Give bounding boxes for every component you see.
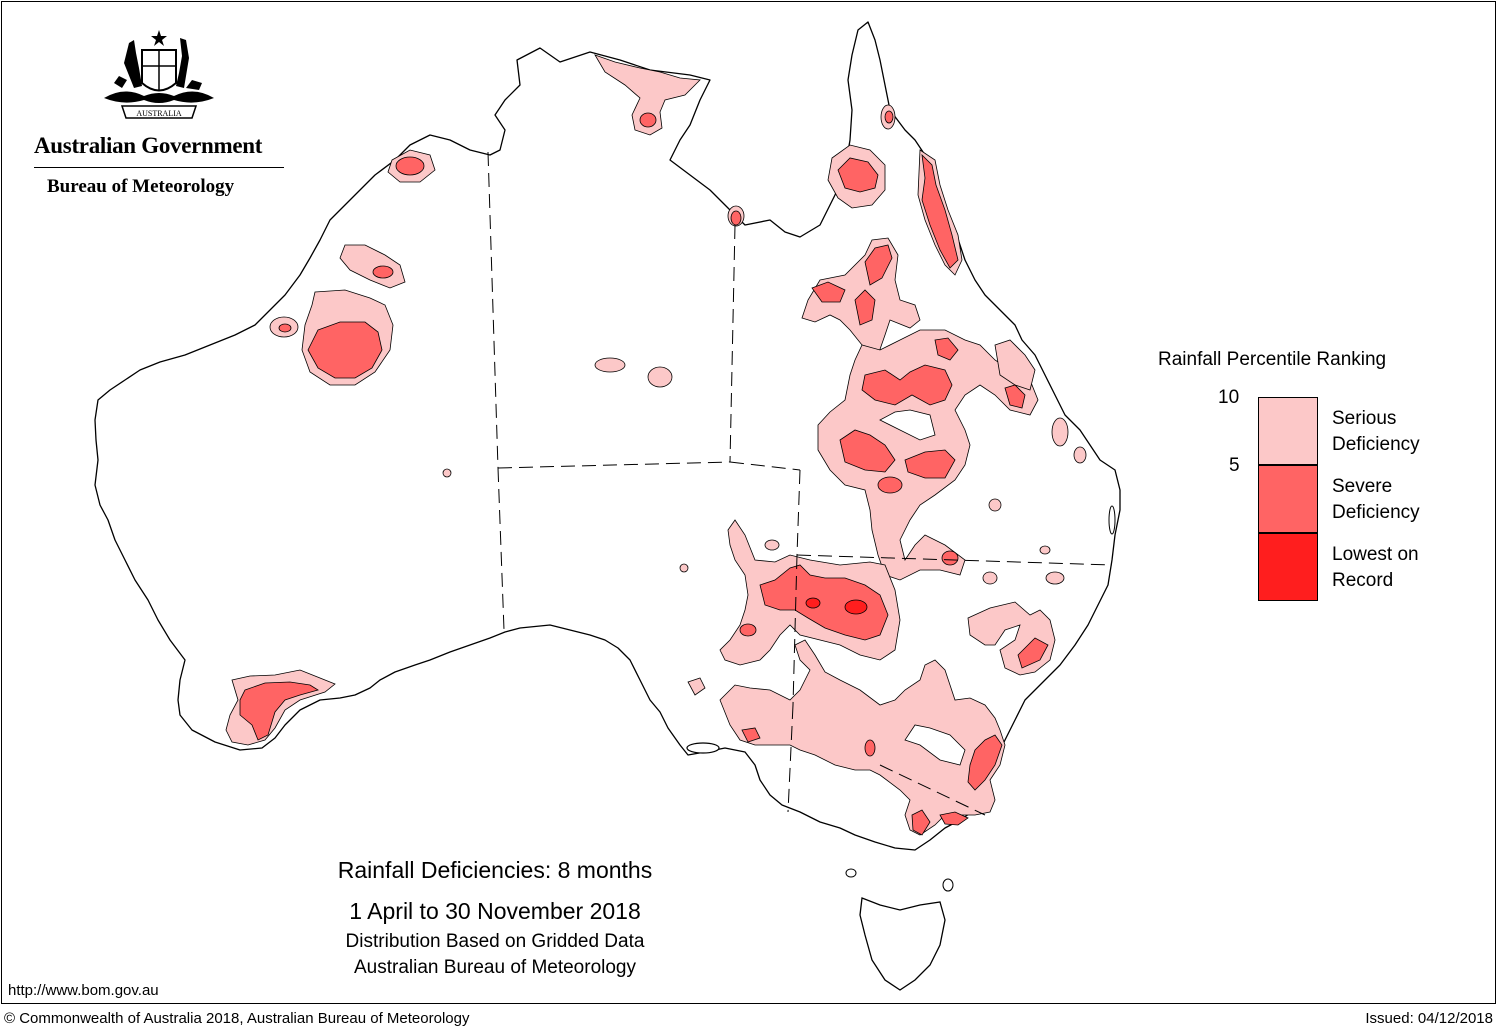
region-sa-dot xyxy=(764,539,780,551)
severe-nq-coast xyxy=(921,153,959,269)
severe-qld-n3 xyxy=(854,289,876,326)
region-sa-tiny xyxy=(679,563,689,573)
severe-nsw xyxy=(1017,637,1049,669)
region-qld-east xyxy=(994,339,1036,391)
legend-label-severe-1: Severe xyxy=(1332,476,1393,497)
severe-qld-c4 xyxy=(839,429,896,473)
lowest-sa-1 xyxy=(805,597,821,609)
island-bass-strait xyxy=(845,868,857,878)
severe-qld-s xyxy=(941,550,959,566)
severe-sa-vic-1 xyxy=(741,727,761,743)
severe-qld-c1 xyxy=(934,337,959,361)
severe-qld-c2 xyxy=(861,364,953,406)
border-nt-sa xyxy=(497,461,731,469)
lowest-record-layer xyxy=(805,597,868,615)
severe-vic-s1 xyxy=(911,809,931,836)
state-borders xyxy=(487,151,1113,816)
severe-gulf xyxy=(730,210,742,226)
severe-kimberley-s xyxy=(372,265,394,279)
severe-pilbara xyxy=(307,321,383,379)
legend-label-severe: Severe Deficiency xyxy=(1332,474,1482,526)
legend-tick-10: 10 xyxy=(1218,387,1240,408)
legend-swatch-serious xyxy=(1258,397,1318,465)
severe-qld-c3 xyxy=(1004,384,1026,409)
bom-url-link[interactable]: http://www.bom.gov.au xyxy=(8,982,159,999)
legend-label-lowest-2: Record xyxy=(1332,570,1394,591)
legend-label-serious-1: Serious xyxy=(1332,408,1397,429)
issued-date: Issued: 04/12/2018 xyxy=(1365,1010,1493,1027)
border-wa-nt xyxy=(487,151,499,469)
region-wa-tiny xyxy=(442,468,452,478)
legend-label-severe-2: Deficiency xyxy=(1332,502,1420,523)
border-sa-qld xyxy=(729,461,801,471)
severe-sw-wa xyxy=(239,681,319,741)
agency-title: Bureau of Meteorology xyxy=(47,176,235,197)
severe-sa-vic-2 xyxy=(864,739,876,757)
severe-qld-c6 xyxy=(877,476,903,494)
legend-label-lowest-1: Lowest on xyxy=(1332,544,1419,565)
severe-qld-n1 xyxy=(864,244,893,286)
legend-tick-5: 5 xyxy=(1229,455,1240,476)
region-sa-victoria xyxy=(719,639,1006,836)
severe-qld-n2 xyxy=(811,281,846,303)
border-nt-qld xyxy=(729,224,736,463)
region-qld-dot-2 xyxy=(1039,545,1051,555)
region-sa-west xyxy=(687,677,706,696)
legend-label-lowest: Lowest on Record xyxy=(1332,542,1482,594)
map-period: 1 April to 30 November 2018 xyxy=(349,898,641,924)
region-qld-coast-small-2 xyxy=(1073,446,1087,464)
severe-nq-small xyxy=(884,110,894,124)
severe-top-end xyxy=(639,112,657,128)
region-nt-1 xyxy=(594,357,626,373)
logo-divider xyxy=(34,167,284,168)
map-source: Australian Bureau of Meteorology xyxy=(354,957,636,978)
border-sa-qld-2 xyxy=(796,469,801,556)
map-title: Rainfall Deficiencies: 8 months xyxy=(337,857,653,883)
legend-swatch-lowest xyxy=(1258,533,1318,601)
region-qld-dot-3 xyxy=(982,571,998,585)
severe-kimberley xyxy=(395,156,425,176)
tasmania-outline xyxy=(859,897,946,991)
severe-cape-york xyxy=(837,157,879,193)
region-qld-coast-small xyxy=(1051,417,1069,447)
severe-gippsland xyxy=(967,734,1003,791)
border-nsw-qld xyxy=(796,554,1113,566)
border-wa-sa xyxy=(497,467,505,631)
crest-label: AUSTRALIA xyxy=(136,109,182,118)
severe-vic-s2 xyxy=(939,811,969,826)
flinders-island xyxy=(942,878,954,892)
legend-title: Rainfall Percentile Ranking xyxy=(1158,349,1387,370)
severe-sa-w xyxy=(739,623,757,637)
map-frame xyxy=(1,1,1496,1004)
severe-sa-corner xyxy=(759,564,889,641)
map-method: Distribution Based on Gridded Data xyxy=(345,931,645,952)
severe-qld-c5 xyxy=(904,449,956,479)
kangaroo-island xyxy=(686,742,720,754)
border-sa-nsw xyxy=(792,554,798,706)
region-nt-2 xyxy=(647,366,673,388)
region-qld-dot-1 xyxy=(988,498,1002,512)
coat-of-arms-icon: AUSTRALIA xyxy=(104,30,214,119)
region-top-end xyxy=(594,54,701,136)
severe-deficiency-layer xyxy=(239,110,1049,836)
copyright-text: © Commonwealth of Australia 2018, Austra… xyxy=(4,1010,470,1027)
lowest-sa-2 xyxy=(844,599,868,615)
fraser-island xyxy=(1108,505,1116,535)
border-nsw-vic xyxy=(879,764,986,816)
severe-pilbara-w xyxy=(278,323,292,333)
legend-swatch-severe xyxy=(1258,465,1318,533)
legend-label-serious-2: Deficiency xyxy=(1332,434,1420,455)
border-sa-vic xyxy=(787,704,794,813)
legend-label-serious: Serious Deficiency xyxy=(1332,406,1482,458)
region-qld-dot-4 xyxy=(1045,571,1065,585)
organisation-title: Australian Government xyxy=(34,133,263,158)
